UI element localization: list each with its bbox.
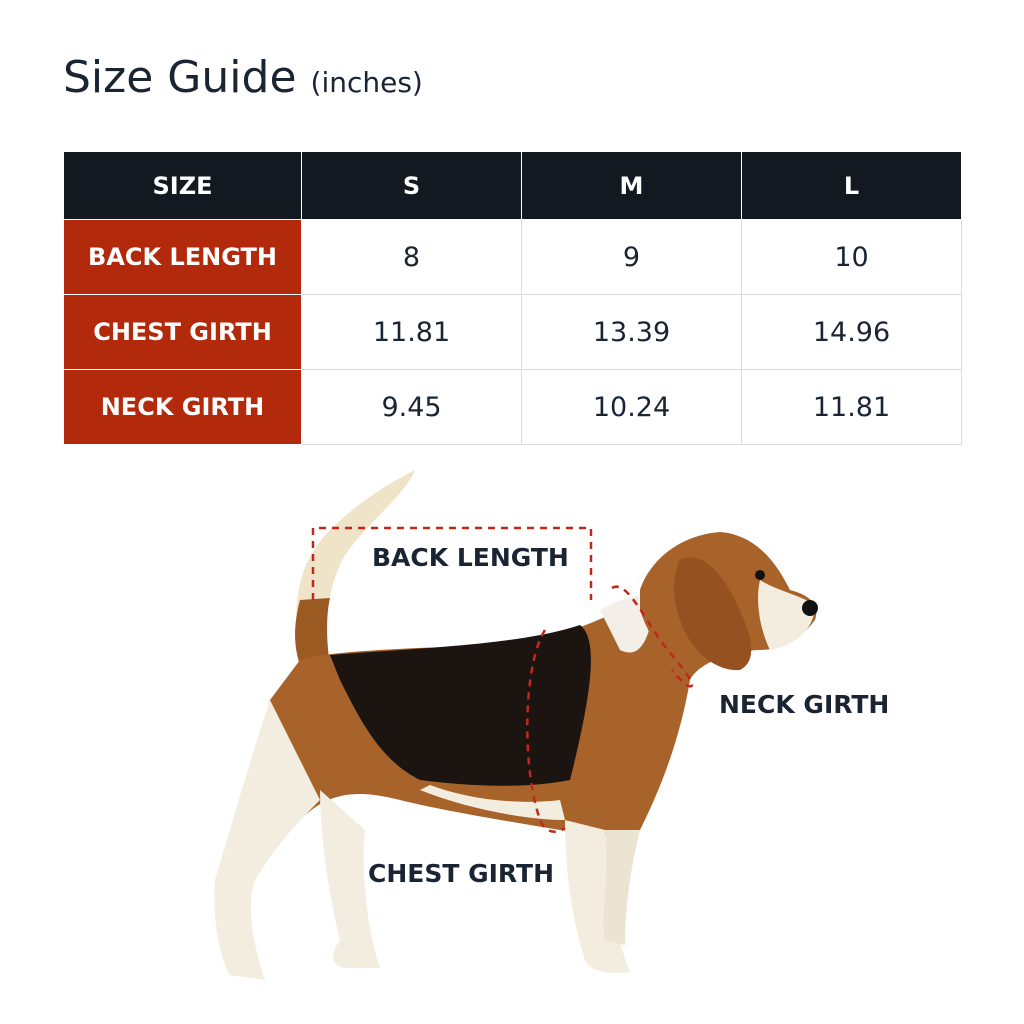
size-table: SIZE S M L BACK LENGTH 8 9 10 CHEST GIRT… (63, 151, 962, 445)
header-m: M (521, 151, 742, 220)
row-label: NECK GIRTH (63, 369, 302, 445)
cell: 8 (301, 219, 522, 295)
table-row: CHEST GIRTH 11.81 13.39 14.96 (63, 294, 962, 370)
cell: 11.81 (741, 369, 962, 445)
cell: 13.39 (521, 294, 742, 370)
chest-girth-label: CHEST GIRTH (368, 859, 555, 888)
header-size: SIZE (63, 151, 302, 220)
measure-lines (311, 526, 694, 833)
dog-ear (674, 557, 752, 671)
cell: 14.96 (741, 294, 962, 370)
title-text: Size Guide (63, 52, 297, 103)
back-length-line (311, 526, 593, 600)
table-header-row: SIZE S M L (63, 151, 962, 220)
table-row: BACK LENGTH 8 9 10 (63, 219, 962, 295)
row-label: BACK LENGTH (63, 219, 302, 295)
chest-girth-line (526, 629, 566, 833)
table-row: NECK GIRTH 9.45 10.24 11.81 (63, 369, 962, 445)
cell: 9.45 (301, 369, 522, 445)
title-unit: (inches) (310, 66, 423, 99)
back-length-label: BACK LENGTH (372, 543, 569, 572)
dog-leg (214, 700, 320, 980)
header-l: L (741, 151, 962, 220)
header-s: S (301, 151, 522, 220)
page-title: Size Guide (inches) (63, 52, 423, 103)
neck-girth-label: NECK GIRTH (719, 690, 890, 719)
cell: 10 (741, 219, 962, 295)
